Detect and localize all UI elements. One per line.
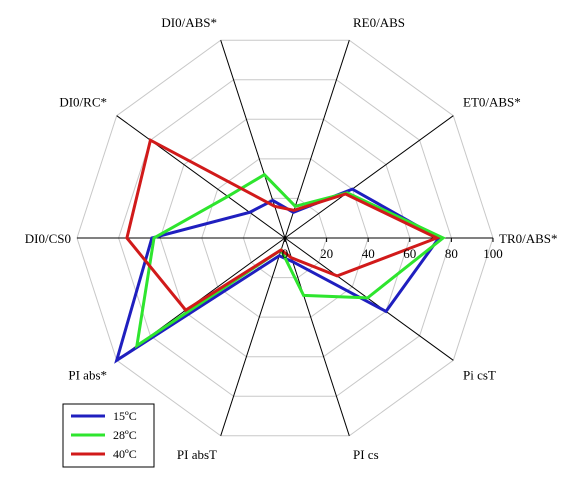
tick-label: 80 <box>445 246 458 261</box>
axis-label-3: RE0/ABS <box>353 15 405 30</box>
tick-label: 0 <box>282 246 289 261</box>
axis-label-9: PI cs <box>353 447 379 462</box>
series-line-3 <box>127 140 437 310</box>
tick-label: 20 <box>320 246 333 261</box>
legend-label-3: 40ºC <box>113 447 137 461</box>
axis-label-1: TR0/ABS* <box>499 231 558 246</box>
axis-label-4: DI0/ABS* <box>161 15 217 30</box>
tick-label: 100 <box>483 246 503 261</box>
legend-label-1: 15ºC <box>113 409 137 423</box>
axis-label-5: DI0/RC* <box>59 95 107 110</box>
axis-label-7: PI abs* <box>68 367 107 382</box>
axis-label-8: PI absT <box>177 447 217 462</box>
axis-label-10: Pi csT <box>463 367 496 382</box>
axis-spoke-4 <box>221 40 285 238</box>
axis-label-2: ET0/ABS* <box>463 95 521 110</box>
axis-label-6: DI0/CS0 <box>25 231 71 246</box>
ticks-layer: 0 20 40 60 80 100 <box>282 238 503 261</box>
axis-spoke-2 <box>285 116 453 238</box>
axis-labels-layer: TR0/ABS* ET0/ABS* RE0/ABS DI0/ABS* DI0/RC* DI… <box>25 15 558 462</box>
legend-label-2: 28ºC <box>113 428 137 442</box>
series-layer <box>117 140 443 360</box>
tick-label: 60 <box>403 246 416 261</box>
legend: 15ºC 28ºC 40ºC <box>63 404 154 467</box>
tick-label: 40 <box>362 246 375 261</box>
axis-spoke-3 <box>285 40 349 238</box>
